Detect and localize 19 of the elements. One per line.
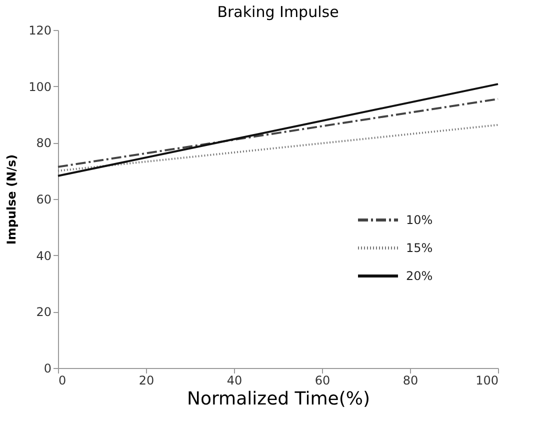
legend-label: 10% (406, 213, 433, 227)
y-tick-label: 120 (28, 24, 52, 38)
y-axis-title: Impulse (N/s) (4, 154, 19, 245)
x-tick-label: 80 (402, 374, 418, 388)
y-tick-label: 60 (36, 192, 52, 206)
chart-title: Braking Impulse (217, 3, 339, 21)
y-tick-label: 0 (44, 362, 52, 376)
legend-label: 15% (406, 241, 433, 255)
y-tick-label: 40 (36, 248, 52, 263)
x-tick-label: 40 (226, 374, 242, 388)
x-axis-title: Normalized Time(%) (187, 388, 370, 410)
x-tick-label: 20 (138, 374, 154, 388)
y-tick-label: 20 (36, 305, 52, 320)
x-tick-label: 100 (476, 374, 498, 388)
x-tick-label: 0 (58, 374, 66, 388)
legend-label: 20% (406, 269, 433, 283)
y-tick-label: 80 (36, 136, 52, 150)
x-tick-label: 60 (314, 374, 330, 388)
y-tick-label: 100 (28, 80, 52, 94)
